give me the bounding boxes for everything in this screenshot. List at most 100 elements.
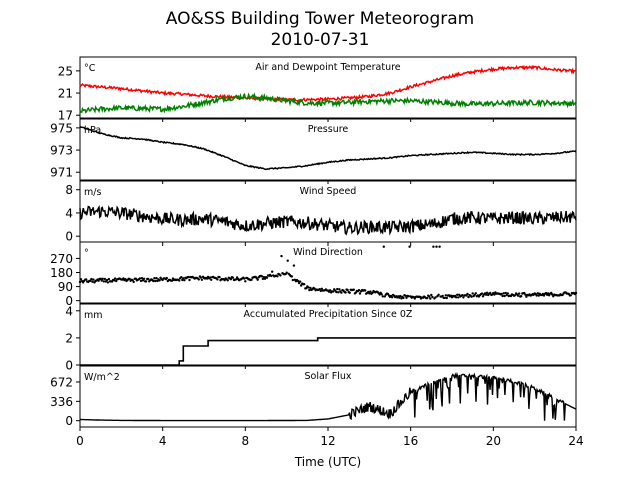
figure-title-line1: AO&SS Building Tower Meteorogram: [166, 9, 474, 29]
wind-direction-point: [101, 277, 104, 280]
precipitation-line: [80, 337, 576, 366]
wind-direction-point: [504, 291, 507, 295]
wind-direction-point: [100, 279, 103, 282]
wind-direction-point: [85, 278, 88, 281]
y-tick-label: 975: [50, 121, 73, 135]
wind-direction-point: [352, 288, 355, 291]
wind-direction-point: [520, 295, 523, 298]
wind-direction-point: [256, 278, 259, 281]
wind-direction-point: [346, 288, 349, 292]
y-tick-label: 8: [65, 183, 73, 197]
panel-3: 0 4 8 m/s Wind Speed: [65, 180, 577, 246]
wind-direction-point: [466, 292, 469, 296]
wind-direction-point: [229, 278, 233, 281]
wind-direction-point: [112, 279, 116, 282]
wind-direction-point: [298, 280, 302, 283]
panel-title: Air and Dewpoint Temperature: [255, 62, 400, 73]
wind-direction-point: [292, 264, 296, 267]
wind-direction-point: [319, 289, 322, 293]
y-tick-label: 971: [50, 166, 73, 180]
wind-direction-point: [462, 296, 465, 299]
panel-unit: °: [84, 248, 89, 259]
wind-direction-point: [90, 277, 93, 281]
wind-direction-point: [113, 277, 117, 280]
y-tick-label: 180: [50, 266, 73, 280]
wind-direction-point: [506, 292, 509, 295]
wind-direction-point: [481, 295, 485, 298]
wind-direction-point: [428, 295, 431, 298]
wind-direction-point: [165, 276, 168, 280]
wind-direction-point: [386, 292, 390, 296]
x-axis-label: Time (UTC): [294, 455, 361, 469]
x-tick-label: 16: [403, 434, 418, 448]
wind-direction-point: [535, 294, 538, 297]
wind-direction-point: [107, 277, 111, 281]
wind-direction-point: [438, 245, 441, 248]
wind-direction-point: [318, 288, 321, 291]
y-tick-label: 2: [65, 331, 73, 345]
y-tick-label: 973: [50, 144, 73, 158]
y-tick-label: 4: [65, 206, 73, 220]
wind-direction-point: [152, 279, 155, 283]
wind-direction-point: [471, 292, 474, 295]
panels: 17 21 25 °C Air and Dewpoint Temperature 971 9…: [50, 56, 578, 431]
panel-title: Wind Direction: [293, 247, 363, 258]
wind-direction-point: [280, 254, 283, 258]
wind-direction-point: [276, 275, 279, 278]
wind-direction-point: [404, 294, 407, 297]
wind-direction-point: [536, 292, 539, 295]
wind-direction-point: [182, 277, 185, 280]
y-tick-label: 25: [58, 64, 73, 78]
wind-direction-point: [332, 290, 335, 293]
wind-direction-point: [444, 294, 447, 297]
wind-direction-point: [437, 293, 440, 296]
wind-direction-point: [357, 289, 361, 292]
wind-direction-point: [328, 289, 332, 292]
wind-direction-point: [243, 277, 246, 280]
wind-direction-point: [380, 293, 383, 296]
y-tick-label: 0: [65, 414, 73, 428]
wind-direction-point: [180, 276, 183, 279]
wind-direction-point: [513, 294, 517, 297]
x-tick-label: 12: [320, 434, 335, 448]
panel-6: 0 336 672 W/m^2 Solar Flux: [50, 365, 577, 431]
y-tick-label: 0: [65, 294, 73, 308]
wind-direction-point: [92, 278, 95, 281]
wind-direction-point: [271, 270, 274, 273]
panel-unit: mm: [84, 310, 103, 321]
wind-direction-point: [139, 279, 143, 283]
wind-direction-point: [335, 290, 338, 294]
wind-direction-point: [456, 293, 459, 296]
wind-direction-point: [408, 245, 411, 248]
wind-direction-point: [516, 294, 520, 297]
wind-direction-point: [78, 280, 82, 284]
wind-direction-point: [382, 245, 385, 248]
wind-direction-point: [383, 295, 386, 298]
wind-direction-point: [187, 275, 190, 279]
y-tick-label: 270: [50, 252, 73, 266]
wind-direction-point: [369, 290, 372, 293]
wind-direction-point: [501, 294, 504, 298]
x-tick-label: 8: [242, 434, 250, 448]
wind-direction-point: [441, 294, 444, 298]
wind-direction-point: [467, 295, 470, 299]
wind-direction-point: [218, 275, 221, 279]
wind-direction-point: [405, 296, 408, 299]
wind_speed-line: [79, 204, 577, 236]
wind-direction-point: [340, 291, 343, 294]
wind-direction-point: [147, 277, 150, 281]
wind-direction-point: [210, 278, 213, 281]
wind-direction-point: [544, 291, 548, 295]
wind-direction-point: [260, 275, 264, 278]
panel-1: 17 21 25 °C Air and Dewpoint Temperature: [58, 56, 577, 123]
wind-direction-point: [574, 291, 578, 295]
wind-direction-point: [337, 291, 340, 294]
wind-direction-point: [234, 278, 238, 281]
panel-unit: m/s: [84, 187, 101, 198]
wind-direction-point: [344, 291, 347, 294]
wind-direction-point: [358, 292, 362, 295]
panel-title: Wind Speed: [300, 186, 357, 197]
panel-title: Pressure: [308, 124, 349, 135]
wind-direction-point: [155, 277, 158, 280]
